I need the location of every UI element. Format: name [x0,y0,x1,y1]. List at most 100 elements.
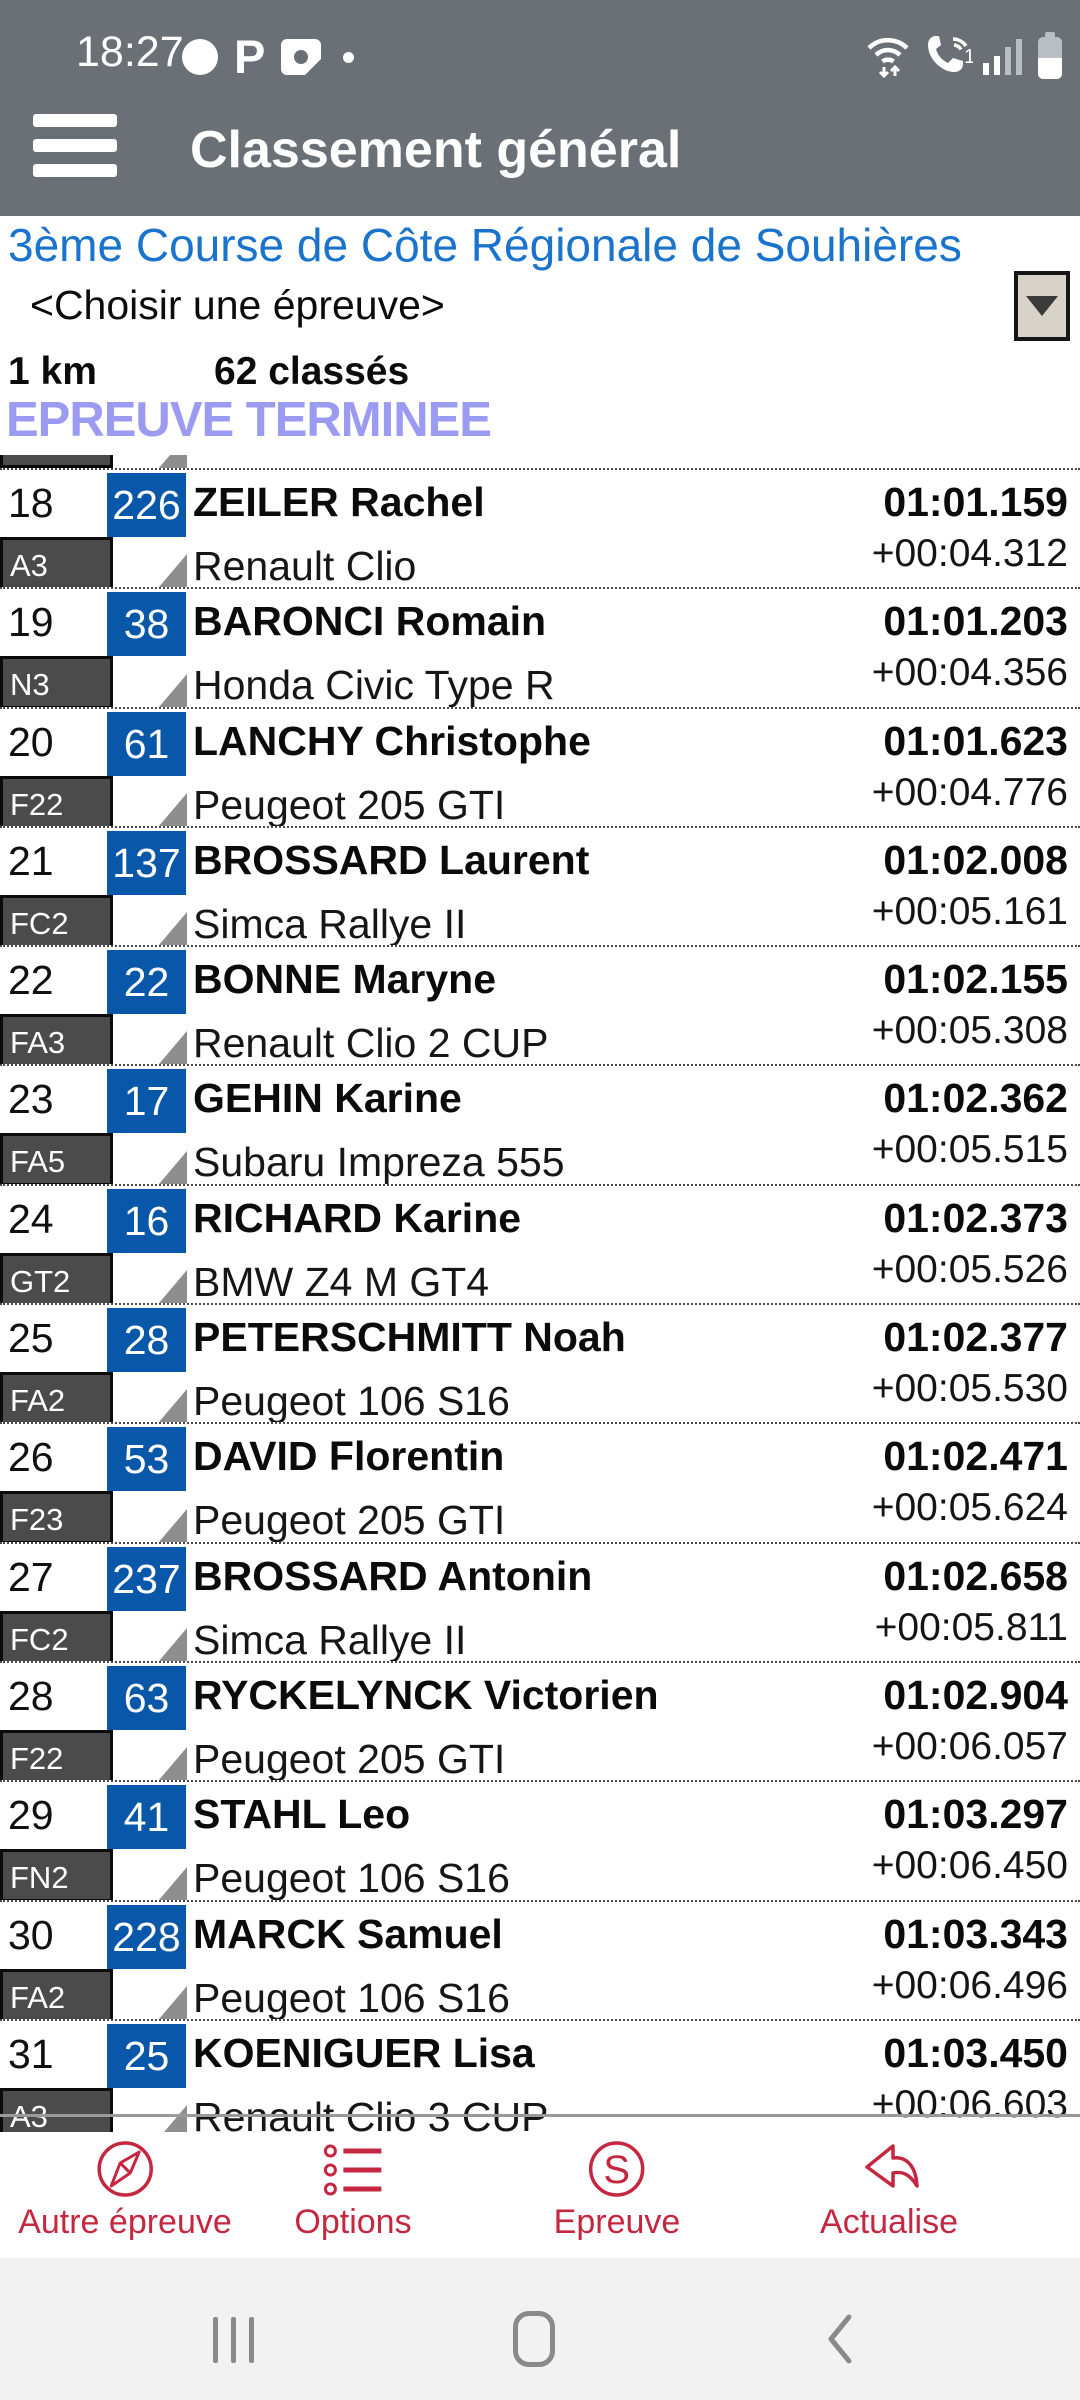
s-circle-icon: S [589,2141,645,2197]
options-list-icon [323,2144,381,2196]
gap-value: +00:05.811 [874,1605,1068,1649]
toolbar-button-epreuve[interactable]: S Epreuve [554,2139,680,2242]
standings-row[interactable]: 21 137 BROSSARD Laurent 01:02.008 +00:05… [0,825,1080,948]
toolbar-button-options[interactable]: Options [294,2139,412,2242]
gap-value: +00:05.526 [871,1247,1068,1291]
driver-name: KOENIGUER Lisa [193,2029,535,2076]
standings-row[interactable]: 18 226 ZEILER Rachel 01:01.159 +00:04.31… [0,468,1080,590]
class-badge: FA3 [0,1014,113,1068]
car-number-badge: 63 [107,1665,186,1730]
car-number-badge: 61 [107,711,186,776]
toolbar-label: Actualise [820,2203,958,2241]
car-number-badge: 41 [107,1785,186,1850]
car-model: Peugeot 106 S16 [193,1855,510,1902]
rank: 22 [8,957,54,1004]
class-badge: F23 [0,1491,113,1545]
car-model: BMW Z4 M GT4 [193,1258,490,1305]
home-icon[interactable] [513,2311,555,2367]
toolbar-button-actualise[interactable]: Actualise [820,2139,958,2242]
car-model: Simca Rallye II [193,900,467,947]
time-value: 01:01.159 [883,479,1068,525]
svg-text:S: S [604,2148,631,2192]
car-number-badge: 226 [107,473,186,537]
time-value: 01:02.658 [883,1552,1068,1599]
fold-triangle-icon [159,1150,187,1184]
time-value: 01:01.623 [883,717,1068,764]
standings-row[interactable]: 29 41 STAHL Leo 01:03.297 +00:06.450 Peu… [0,1780,1080,1903]
gap-value: +00:05.515 [871,1128,1068,1172]
car-number-badge: 137 [107,830,186,895]
event-spinner[interactable]: <Choisir une épreuve> [30,282,445,328]
driver-name: BONNE Maryne [193,956,497,1003]
gap-value: +00:06.496 [871,1963,1068,2007]
toolbar-button-autre-epreuve[interactable]: Autre épreuve [18,2139,232,2242]
class-badge: A3 [0,2087,113,2132]
rank: 20 [8,718,54,765]
car-model: Renault Clio [193,543,417,589]
class-badge: A3 [0,537,113,590]
time-value: 01:02.008 [883,836,1068,883]
standings-row[interactable]: 26 53 DAVID Florentin 01:02.471 +00:05.6… [0,1422,1080,1545]
gap-value: +00:04.312 [871,532,1068,575]
time-value: 01:02.377 [883,1314,1068,1361]
car-model: Peugeot 106 S16 [193,1378,510,1425]
rank: 30 [8,1911,54,1958]
fold-triangle-icon [159,1866,187,1900]
car-model: Honda Civic Type R [193,662,555,709]
standings-row[interactable]: 23 17 GEHIN Karine 01:02.362 +00:05.515 … [0,1064,1080,1187]
time-value: 01:03.297 [883,1791,1068,1838]
standings-row[interactable]: 28 63 RYCKELYNCK Victorien 01:02.904 +00… [0,1660,1080,1783]
rank: 19 [8,599,54,646]
wifi-calling-icon: 1 [928,36,973,72]
gap-value: +00:06.450 [871,1844,1068,1888]
driver-name: BARONCI Romain [193,598,547,645]
car-model: Renault Clio 2 CUP [193,1020,549,1067]
standings-row[interactable]: 19 38 BARONCI Romain 01:01.203 +00:04.35… [0,587,1080,710]
fold-triangle-icon [159,1747,187,1781]
standings-list[interactable]: 18 226 ZEILER Rachel 01:01.159 +00:04.31… [0,455,1080,2132]
car-number-badge: 22 [107,950,186,1015]
class-badge: FC2 [0,894,113,948]
rank: 18 [8,480,54,526]
gap-value: +00:04.776 [871,770,1068,814]
standings-row[interactable]: 24 16 RICHARD Karine 01:02.373 +00:05.52… [0,1183,1080,1306]
car-number-badge: 38 [107,592,186,657]
page-title: Classement général [190,121,682,179]
standings-row[interactable]: 30 228 MARCK Samuel 01:03.343 +00:06.496… [0,1899,1080,2022]
event-distance: 1 km [8,350,97,393]
rank: 25 [8,1315,54,1362]
battery-half-icon [1038,31,1062,79]
gap-value: +00:06.057 [871,1724,1068,1768]
gap-value: +00:04.356 [871,651,1068,695]
car-number-badge: 16 [107,1188,186,1253]
class-badge: GT2 [0,1252,113,1306]
rank: 26 [8,1434,54,1481]
standings-row[interactable]: 25 28 PETERSCHMITT Noah 01:02.377 +00:05… [0,1303,1080,1426]
rank: 27 [8,1553,54,1600]
car-model: Peugeot 205 GTI [193,1497,506,1544]
driver-name: GEHIN Karine [193,1075,462,1122]
car-model: Peugeot 205 GTI [193,1735,506,1782]
back-icon[interactable] [827,2314,853,2364]
classified-count: 62 classés [214,350,410,393]
standings-row[interactable]: 27 237 BROSSARD Antonin 01:02.658 +00:05… [0,1541,1080,1664]
menu-hamburger-button[interactable] [33,114,117,177]
car-model: Simca Rallye II [193,1616,467,1663]
fold-triangle-icon [159,1270,187,1304]
car-number-badge: 237 [107,1546,186,1611]
spinner-dropdown-button[interactable] [1014,271,1070,341]
class-badge: F22 [0,775,113,829]
fold-triangle-icon [159,1985,187,2019]
rank: 31 [8,2030,54,2077]
driver-name: RICHARD Karine [193,1194,522,1241]
time-value: 01:03.450 [883,2029,1068,2076]
rank: 21 [8,837,54,884]
recents-icon[interactable] [213,2317,254,2363]
car-number-badge: 17 [107,1069,186,1134]
event-status-banner: EPREUVE TERMINEE [6,393,492,447]
rank: 23 [8,1076,54,1123]
standings-row[interactable]: 20 61 LANCHY Christophe 01:01.623 +00:04… [0,706,1080,829]
standings-row[interactable]: 22 22 BONNE Maryne 01:02.155 +00:05.308 … [0,945,1080,1068]
standings-row[interactable]: 31 25 KOENIGUER Lisa 01:03.450 +00:06.60… [0,2018,1080,2132]
